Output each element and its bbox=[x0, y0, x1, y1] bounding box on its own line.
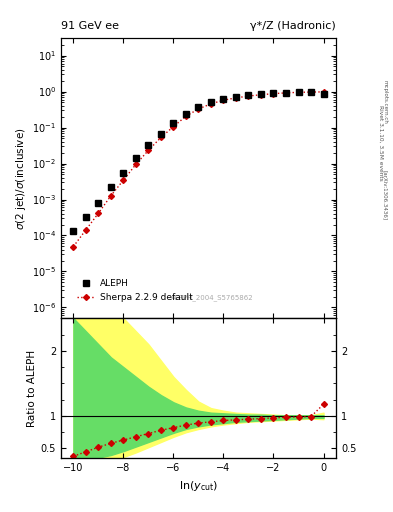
X-axis label: $\ln(y_{\rm cut})$: $\ln(y_{\rm cut})$ bbox=[179, 479, 218, 493]
Text: mcplots.cern.ch: mcplots.cern.ch bbox=[383, 80, 387, 124]
Text: γ*/Z (Hadronic): γ*/Z (Hadronic) bbox=[250, 20, 336, 31]
Text: [arXiv:1306.3436]: [arXiv:1306.3436] bbox=[383, 169, 387, 220]
Text: Rivet 3.1.10, 3.5M events: Rivet 3.1.10, 3.5M events bbox=[378, 105, 383, 181]
Text: 91 GeV ee: 91 GeV ee bbox=[61, 20, 119, 31]
Y-axis label: Ratio to ALEPH: Ratio to ALEPH bbox=[26, 350, 37, 427]
Text: ALEPH_2004_S5765862: ALEPH_2004_S5765862 bbox=[171, 295, 253, 302]
Y-axis label: $\sigma$(2 jet)/$\sigma$(inclusive): $\sigma$(2 jet)/$\sigma$(inclusive) bbox=[14, 127, 28, 229]
Legend: ALEPH, Sherpa 2.2.9 default: ALEPH, Sherpa 2.2.9 default bbox=[73, 275, 196, 305]
